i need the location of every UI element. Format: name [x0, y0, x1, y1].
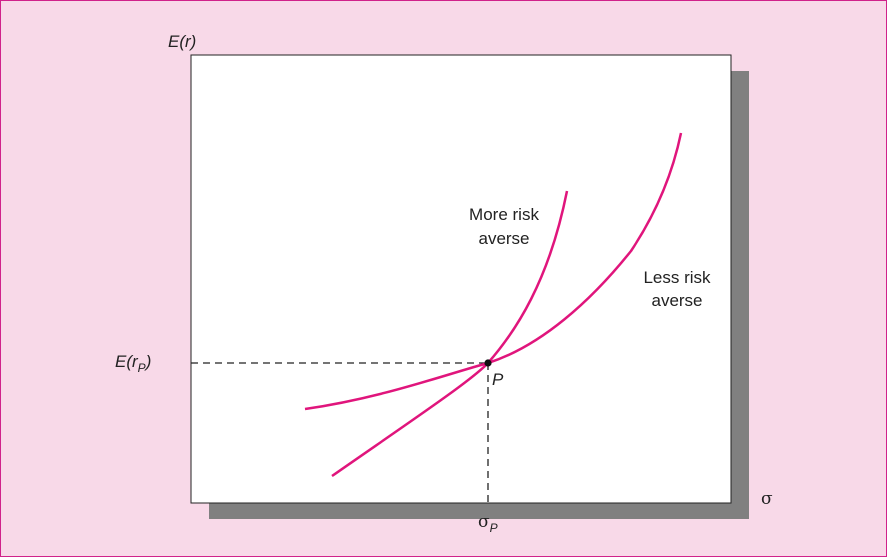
- series-label-more-risk-averse-line2: averse: [478, 229, 529, 248]
- y-point-label: E(rP): [115, 352, 151, 375]
- y-axis-label: E(r): [168, 32, 196, 51]
- x-axis-label: σ: [761, 489, 773, 509]
- series-line-less-risk-averse: [304, 132, 683, 411]
- series-label-less-risk-averse-line2: averse: [651, 291, 702, 310]
- point-p-label: P: [492, 370, 504, 389]
- series-label-more-risk-averse-line1: More risk: [469, 205, 539, 224]
- series-label-less-risk-averse-line1: Less risk: [643, 268, 711, 287]
- point-p: [484, 359, 492, 367]
- x-point-label: σP: [478, 512, 498, 535]
- plot-area: [190, 54, 732, 504]
